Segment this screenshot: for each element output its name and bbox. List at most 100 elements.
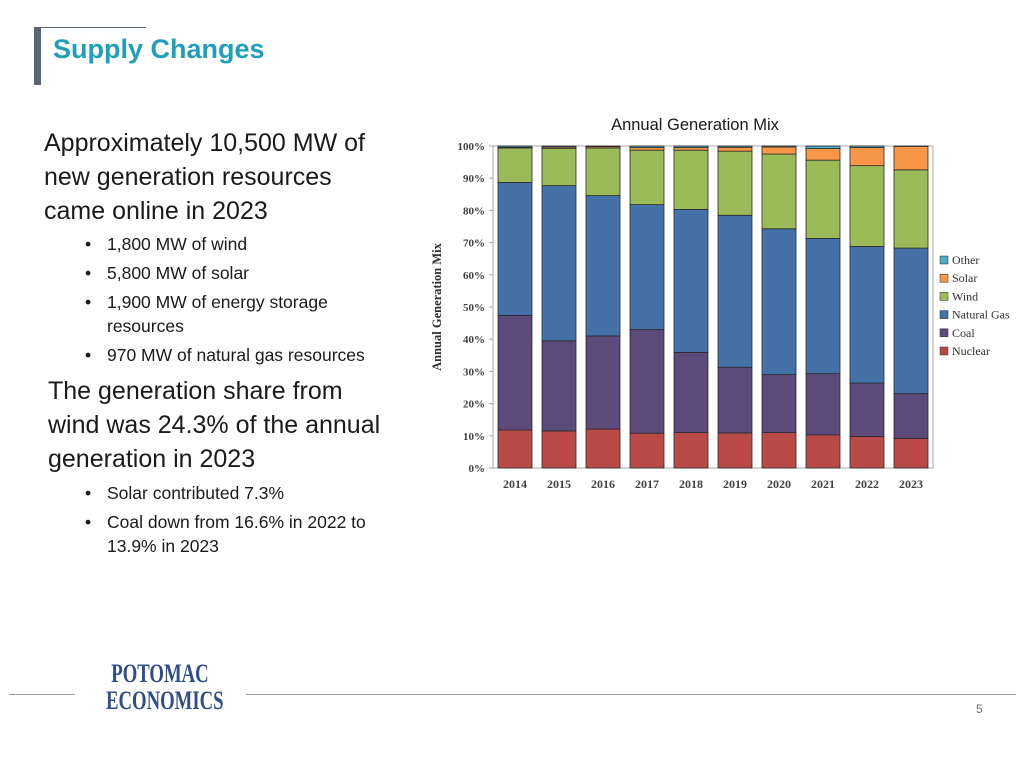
- section1-heading-line-3: came online in 2023: [44, 197, 268, 225]
- legend-label-wind: Wind: [952, 289, 978, 303]
- section2-bullet-1: Solar contributed 7.3%: [85, 481, 284, 505]
- section2-bullet-2: Coal down from 16.6% in 2022 to 13.9% in…: [85, 510, 366, 558]
- bar-other-2014: [497, 145, 533, 148]
- generation-mix-chart: 0% 10% 20% 30% 40% 50% 60% 70% 80% 90% 100% Annual …: [430, 141, 1010, 491]
- bar-solar-2019: [717, 146, 753, 152]
- bar-coal-2019: [717, 366, 753, 434]
- bar-other-2021: [805, 145, 841, 149]
- section1-bullet-2: 5,800 MW of solar: [85, 261, 249, 285]
- bar-nuclear-2015: [541, 430, 577, 469]
- bullet-text: resources: [107, 316, 184, 336]
- footer-rule-right: [246, 694, 1016, 695]
- logo-line-1: POTOMAC: [111, 659, 209, 688]
- y-tick-label: 60%: [463, 270, 485, 282]
- bar-nuclear-2019: [717, 432, 753, 469]
- bar-natural-gas-2015: [541, 185, 577, 342]
- y-tick-label: 10%: [463, 431, 485, 443]
- bar-other-2018: [673, 145, 709, 149]
- bar-natural-gas-2014: [497, 181, 533, 316]
- bar-nuclear-2014: [497, 429, 533, 469]
- legend-label-solar: Solar: [952, 271, 977, 285]
- bar-nuclear-2020: [761, 432, 797, 469]
- page-number: 5: [976, 702, 983, 716]
- bullet-text: 1,800 MW of wind: [107, 234, 248, 254]
- bar-nuclear-2023: [893, 437, 929, 469]
- bar-coal-2017: [629, 329, 665, 434]
- section2-heading-line-3: generation in 2023: [48, 445, 256, 473]
- bar-natural-gas-2016: [585, 195, 621, 337]
- x-tick-label: 2021: [811, 477, 835, 491]
- bar-other-2019: [717, 145, 753, 148]
- bar-nuclear-2018: [673, 432, 709, 469]
- x-tick-label: 2022: [855, 477, 879, 491]
- bullet-text: 1,900 MW of energy storage: [107, 292, 328, 312]
- y-tick-label: 80%: [463, 205, 485, 217]
- bar-nuclear-2016: [585, 428, 621, 469]
- bar-wind-2016: [585, 147, 621, 196]
- bar-coal-2021: [805, 373, 841, 436]
- bar-wind-2017: [629, 149, 665, 206]
- bar-solar-2023: [893, 145, 929, 171]
- y-tick-label: 70%: [463, 238, 485, 250]
- x-tick-label: 2017: [635, 477, 659, 491]
- legend-swatch-nuclear: [939, 346, 949, 356]
- section1-bullet-4: 970 MW of natural gas resources: [85, 343, 365, 367]
- bullet-text: Solar contributed 7.3%: [107, 483, 285, 503]
- y-tick-label: 100%: [458, 141, 486, 153]
- legend-swatch-coal: [939, 328, 949, 338]
- section1-bullet-3: 1,900 MW of energy storage resources: [85, 290, 328, 338]
- bar-natural-gas-2019: [717, 214, 753, 368]
- bar-other-2022: [849, 145, 885, 149]
- bar-coal-2014: [497, 314, 533, 431]
- bar-natural-gas-2023: [893, 247, 929, 395]
- logo-line-2: ECONOMICS: [106, 686, 224, 715]
- x-tick-label: 2020: [767, 477, 791, 491]
- bullet-text: 5,800 MW of solar: [107, 263, 249, 283]
- legend-swatch-natural-gas: [939, 310, 949, 319]
- legend-label-coal: Coal: [952, 326, 975, 340]
- bar-coal-2020: [761, 374, 797, 433]
- bar-nuclear-2022: [849, 436, 885, 469]
- bar-solar-2021: [805, 148, 841, 161]
- y-axis-label: Annual Generation Mix: [430, 242, 444, 371]
- bar-other-2017: [629, 145, 665, 149]
- legend-swatch-other: [939, 255, 949, 265]
- x-tick-label: 2015: [547, 477, 571, 491]
- bar-other-2020: [761, 145, 797, 148]
- section2-heading-line-2: wind was 24.3% of the annual: [48, 411, 381, 439]
- y-tick-label: 40%: [463, 334, 485, 346]
- bullet-text: 970 MW of natural gas resources: [107, 345, 365, 365]
- bar-wind-2020: [761, 153, 797, 230]
- bar-coal-2015: [541, 340, 577, 432]
- slide-title: Supply Changes: [53, 34, 265, 64]
- bar-natural-gas-2018: [673, 209, 709, 353]
- x-tick-label: 2023: [899, 477, 923, 491]
- bullet-text: 13.9% in 2023: [107, 536, 219, 556]
- x-tick-label: 2019: [723, 477, 747, 491]
- x-tick-label: 2016: [591, 477, 615, 491]
- legend-label-natural-gas: Natural Gas: [952, 308, 1010, 322]
- section1-heading-line-2: new generation resources: [44, 163, 332, 191]
- y-tick-label: 30%: [463, 366, 485, 378]
- footer-rule-left: [9, 694, 75, 695]
- title-rule: [34, 27, 146, 28]
- bar-other-2016: [585, 145, 621, 148]
- bar-nuclear-2017: [629, 432, 665, 469]
- bar-wind-2015: [541, 147, 577, 187]
- y-tick-label: 0%: [469, 463, 486, 475]
- y-tick-label: 50%: [463, 302, 485, 314]
- bar-coal-2023: [893, 393, 929, 439]
- y-tick-label: 20%: [463, 399, 485, 411]
- legend-label-nuclear: Nuclear: [952, 344, 990, 358]
- bar-coal-2016: [585, 335, 621, 430]
- section1-heading-line-1: Approximately 10,500 MW of: [44, 129, 365, 157]
- bar-coal-2018: [673, 352, 709, 433]
- legend-swatch-wind: [939, 292, 949, 301]
- bar-natural-gas-2022: [849, 246, 885, 384]
- bar-wind-2014: [497, 147, 533, 183]
- bullet-text: Coal down from 16.6% in 2022 to: [107, 512, 366, 532]
- bar-solar-2022: [849, 147, 885, 167]
- bar-solar-2020: [761, 146, 797, 155]
- bar-wind-2019: [717, 150, 753, 216]
- legend-label-other: Other: [952, 253, 979, 267]
